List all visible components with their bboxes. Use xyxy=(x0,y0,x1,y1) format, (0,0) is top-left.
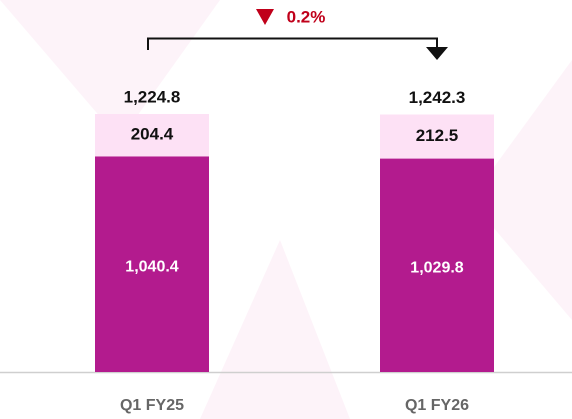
value-label: 212.5 xyxy=(416,126,459,145)
total-label: 1,224.8 xyxy=(124,87,181,106)
bg-shape xyxy=(470,60,572,320)
bg-shape xyxy=(0,0,220,140)
bar-segment xyxy=(380,158,494,372)
x-tick-label: Q1 FY26 xyxy=(405,397,469,414)
bar-segment xyxy=(95,114,209,157)
value-label: 1,029.8 xyxy=(410,259,463,276)
bracket xyxy=(147,37,438,50)
arrow-head xyxy=(426,47,448,60)
value-label: 1,040.4 xyxy=(125,258,178,275)
x-tick-label: Q1 FY25 xyxy=(120,397,184,414)
annotation: 0.2% xyxy=(287,7,326,26)
bar-segment xyxy=(380,114,494,159)
value-label: 204.4 xyxy=(131,125,174,144)
bg-shape xyxy=(200,240,350,419)
total-label: 1,242.3 xyxy=(409,88,466,107)
bar-segment xyxy=(95,156,209,372)
decrease-triangle xyxy=(256,9,274,25)
